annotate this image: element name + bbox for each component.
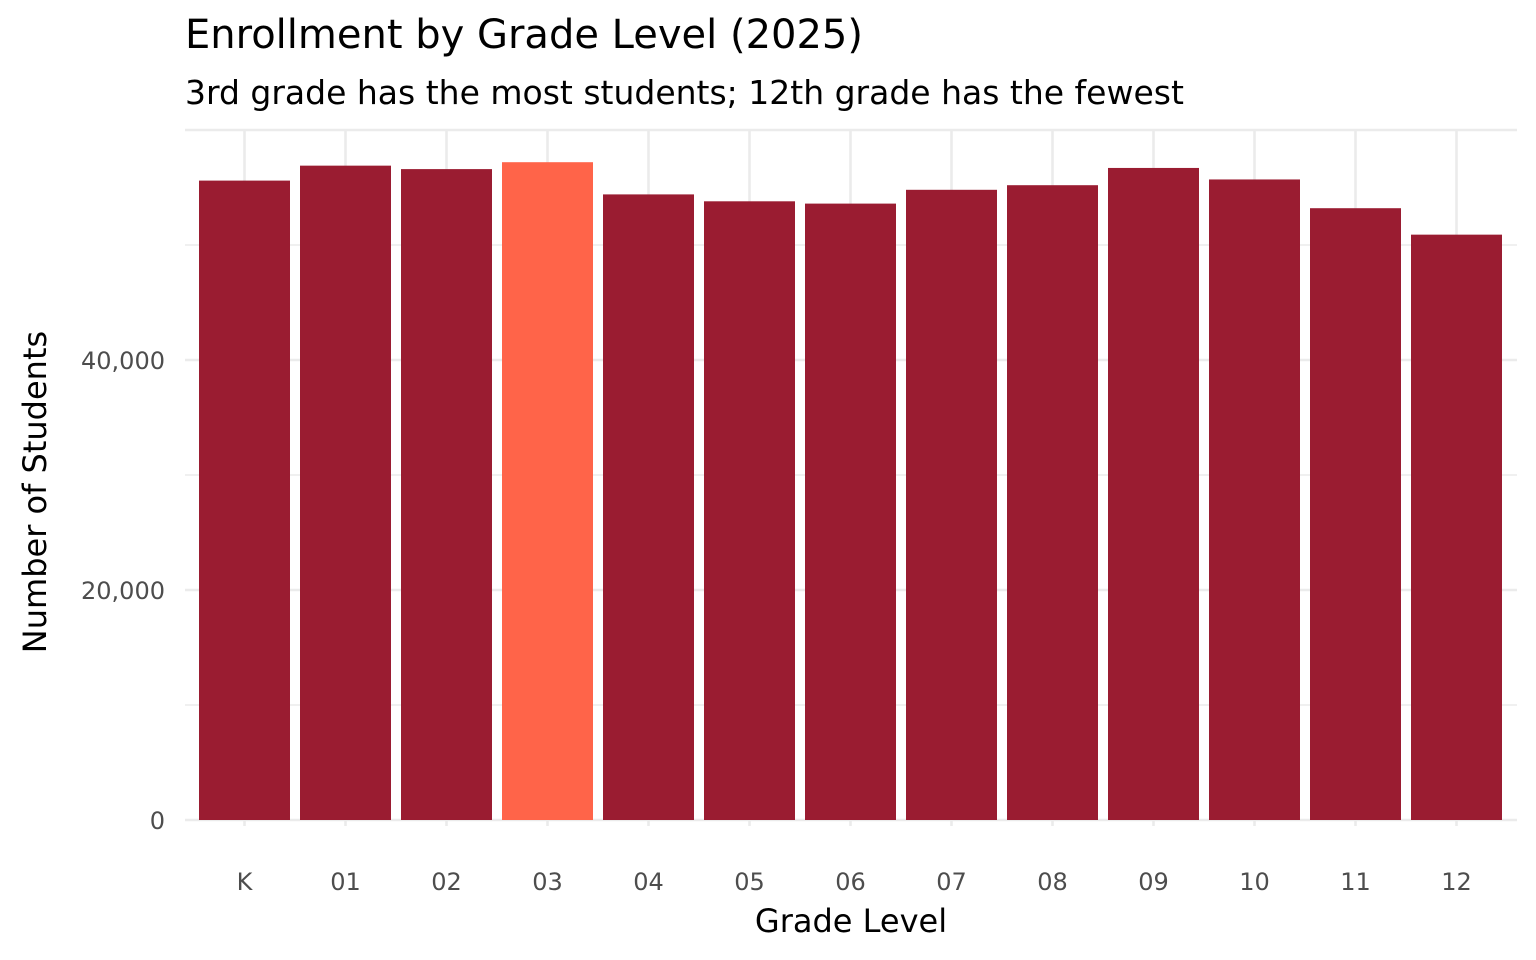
bars [199, 162, 1502, 821]
x-tick-label: K [237, 868, 254, 896]
bar-02 [401, 169, 492, 821]
x-tick-label: 11 [1340, 868, 1371, 896]
y-tick-label: 20,000 [81, 577, 165, 605]
x-axis-title: Grade Level [755, 902, 947, 940]
bar-08 [1007, 185, 1098, 820]
x-tick-label: 12 [1441, 868, 1472, 896]
y-axis-title: Number of Students [16, 331, 54, 653]
y-tick-label: 0 [150, 807, 165, 835]
x-tick-label: 06 [835, 868, 866, 896]
x-tick-label: 09 [1138, 868, 1169, 896]
bar-12 [1411, 234, 1502, 820]
chart-title: Enrollment by Grade Level (2025) [185, 12, 863, 58]
bar-K [199, 180, 290, 821]
x-tick-label: 07 [936, 868, 967, 896]
bar-11 [1310, 208, 1401, 820]
bar-05 [704, 201, 795, 821]
chart-subtitle: 3rd grade has the most students; 12th gr… [185, 73, 1184, 112]
x-tick-label: 05 [734, 868, 765, 896]
x-tick-label: 10 [1239, 868, 1270, 896]
bar-10 [1209, 179, 1300, 820]
bar-07 [906, 189, 997, 821]
bar-09 [1108, 167, 1199, 820]
bar-03 [502, 162, 593, 820]
x-tick-label: 03 [532, 868, 563, 896]
y-tick-label: 40,000 [81, 347, 165, 375]
bar-01 [300, 165, 391, 820]
bar-04 [603, 194, 694, 820]
x-tick-label: 02 [431, 868, 462, 896]
axes: K 01 02 03 04 05 06 07 08 09 10 11 12 0 20,000 40,000 [81, 347, 1472, 896]
x-tick-label: 01 [330, 868, 361, 896]
x-tick-label: 04 [633, 868, 664, 896]
bar-06 [805, 203, 896, 821]
x-tick-label: 08 [1037, 868, 1068, 896]
